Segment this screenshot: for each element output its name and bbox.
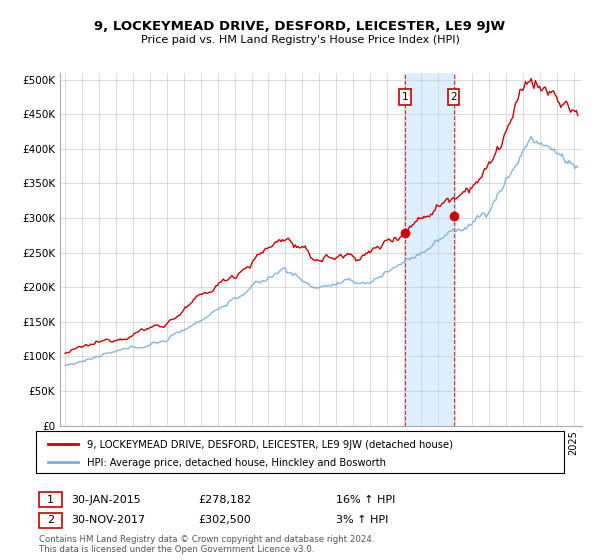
Text: 2: 2 (47, 515, 54, 525)
Text: £278,182: £278,182 (198, 494, 251, 505)
Text: 30-JAN-2015: 30-JAN-2015 (71, 494, 140, 505)
Text: £302,500: £302,500 (198, 515, 251, 525)
Text: 2: 2 (450, 92, 457, 102)
Text: 30-NOV-2017: 30-NOV-2017 (71, 515, 145, 525)
Text: Contains HM Land Registry data © Crown copyright and database right 2024.
This d: Contains HM Land Registry data © Crown c… (39, 535, 374, 554)
Text: 1: 1 (47, 494, 54, 505)
Text: 9, LOCKEYMEAD DRIVE, DESFORD, LEICESTER, LE9 9JW: 9, LOCKEYMEAD DRIVE, DESFORD, LEICESTER,… (94, 20, 506, 32)
Text: HPI: Average price, detached house, Hinckley and Bosworth: HPI: Average price, detached house, Hinc… (87, 458, 386, 468)
Text: 16% ↑ HPI: 16% ↑ HPI (336, 494, 395, 505)
Text: 9, LOCKEYMEAD DRIVE, DESFORD, LEICESTER, LE9 9JW (detached house): 9, LOCKEYMEAD DRIVE, DESFORD, LEICESTER,… (87, 440, 453, 450)
Text: 3% ↑ HPI: 3% ↑ HPI (336, 515, 388, 525)
Text: Price paid vs. HM Land Registry's House Price Index (HPI): Price paid vs. HM Land Registry's House … (140, 35, 460, 45)
Text: 1: 1 (402, 92, 409, 102)
